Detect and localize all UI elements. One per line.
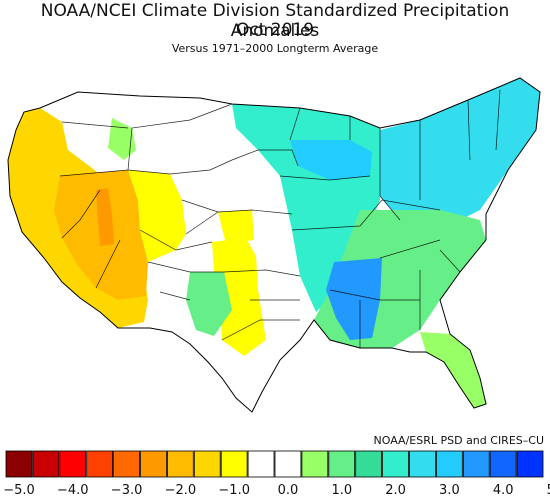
legend-swatch xyxy=(489,450,517,478)
us-climate-division-map xyxy=(7,77,541,413)
credit-text: NOAA/ESRL PSD and CIRES–CU xyxy=(373,434,544,447)
legend-swatch xyxy=(274,450,302,478)
region-florida xyxy=(420,332,486,408)
legend-tick-label: −1.0 xyxy=(218,483,250,497)
legend-swatch xyxy=(220,450,248,478)
legend-swatch xyxy=(86,450,113,478)
map-subtitle: Versus 1971–2000 Longterm Average xyxy=(171,42,379,55)
region-nw-green xyxy=(108,118,136,160)
legend-swatch xyxy=(328,450,356,478)
region-gulf-blue xyxy=(326,258,382,340)
map-month: Oct 2019 xyxy=(235,20,315,40)
legend-tick-label: 2.0 xyxy=(385,483,406,497)
region-plains-green xyxy=(186,272,232,336)
legend-swatch xyxy=(516,450,544,478)
legend-swatch xyxy=(409,450,436,478)
legend-swatch xyxy=(247,450,275,478)
region-great-lakes-blue xyxy=(290,140,372,180)
legend-swatch xyxy=(382,450,409,478)
legend-swatch xyxy=(5,450,33,478)
legend-swatch xyxy=(32,450,60,478)
conus-outline xyxy=(7,77,541,413)
legend-tick-label: 1.0 xyxy=(331,483,352,497)
legend-tick-label: 5.0 xyxy=(547,483,550,497)
legend-swatch xyxy=(166,450,194,478)
region-utah-orange xyxy=(96,188,114,246)
legend-tick-label: −3.0 xyxy=(111,483,143,497)
legend-tick-label: 4.0 xyxy=(493,483,514,497)
region-rockies-yellow xyxy=(128,170,186,262)
map-title: NOAA/NCEI Climate Division Standardized … xyxy=(40,1,510,41)
legend-swatch xyxy=(462,450,490,478)
division-lines xyxy=(59,89,501,348)
legend-swatch xyxy=(193,450,221,478)
legend-tick-label: −5.0 xyxy=(3,483,35,497)
legend-swatch xyxy=(435,450,463,478)
legend-swatch xyxy=(59,450,87,478)
legend-tick-label: 3.0 xyxy=(439,483,460,497)
legend-swatch xyxy=(355,450,383,478)
legend-tick-label: −2.0 xyxy=(165,483,197,497)
region-nm-yellow xyxy=(212,238,266,356)
region-nm-yellow-2 xyxy=(218,210,254,244)
map-outline xyxy=(7,77,541,413)
legend-tick-label: −4.0 xyxy=(57,483,89,497)
legend-tick-label: 0.0 xyxy=(278,483,299,497)
legend-swatch xyxy=(113,450,140,478)
legend-swatch xyxy=(301,450,329,478)
legend-swatch xyxy=(140,450,167,478)
